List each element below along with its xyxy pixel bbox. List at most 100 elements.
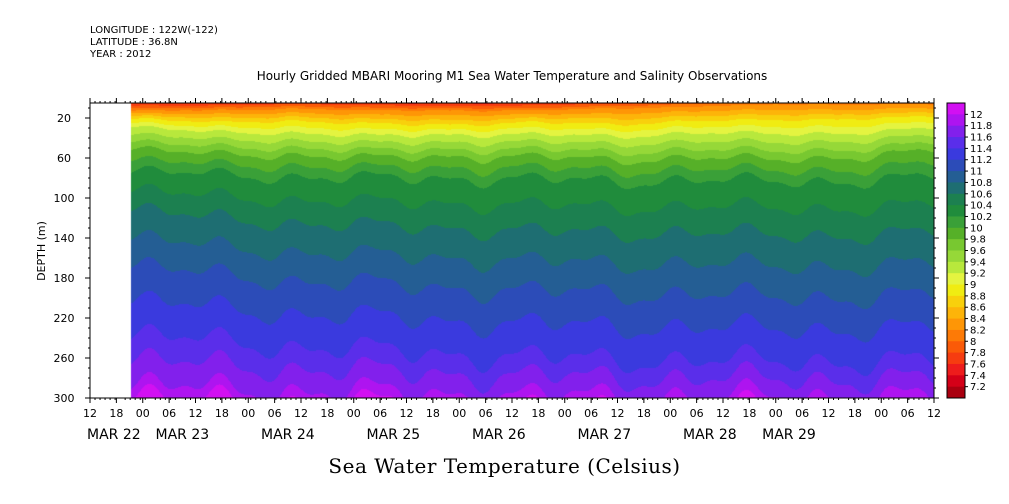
- colorbar-label: 10.4: [970, 201, 992, 212]
- y-tick-label: 20: [57, 112, 71, 125]
- colorbar-swatch: [947, 193, 965, 206]
- x-hour-label: 06: [690, 407, 704, 420]
- x-hour-label: 00: [874, 407, 888, 420]
- colorbar-label: 12: [970, 110, 983, 121]
- colorbar-swatch: [947, 227, 965, 240]
- colorbar-swatch: [947, 171, 965, 183]
- x-date-label: MAR 28: [683, 427, 737, 443]
- colorbar-swatch: [947, 363, 965, 376]
- plot-axes: 20 60 100 140 180 220 260 300 12 18 00 06 12 18 00 06 12…: [54, 98, 941, 443]
- y-tick-label: 140: [54, 232, 75, 245]
- colorbar-label: 7.6: [970, 359, 986, 370]
- x-hour-label: 06: [268, 407, 282, 420]
- x-hour-label: 00: [663, 407, 677, 420]
- x-hour-label: 06: [584, 407, 598, 420]
- colorbar-swatch: [947, 103, 965, 115]
- colorbar-label: 9.2: [970, 269, 986, 280]
- colorbar-swatch: [947, 137, 965, 149]
- colorbar-label: 11.8: [970, 121, 992, 132]
- colorbar-swatch: [947, 375, 965, 388]
- colorbar-label: 11.2: [970, 155, 992, 166]
- colorbar-label: 11.6: [970, 133, 992, 144]
- x-hour-label: 06: [373, 407, 387, 420]
- x-hour-label: 18: [426, 407, 440, 420]
- x-hour-label: 06: [162, 407, 176, 420]
- colorbar-label: 8.8: [970, 291, 986, 302]
- year-label: YEAR : 2012: [90, 49, 152, 60]
- longitude-label: LONGITUDE : 122W(-122): [90, 25, 218, 36]
- x-hour-label: 12: [294, 407, 308, 420]
- colorbar-swatch: [947, 205, 965, 217]
- colorbar-label: 7.2: [970, 382, 986, 393]
- x-date-label: MAR 23: [155, 427, 209, 443]
- x-hour-label: 00: [558, 407, 572, 420]
- y-tick-label: 100: [54, 192, 75, 205]
- colorbar-swatch: [947, 352, 965, 365]
- y-tick-label: 60: [57, 152, 71, 165]
- colorbar-swatch: [947, 284, 965, 297]
- colorbar-label: 9.6: [970, 246, 986, 257]
- colorbar-swatch: [947, 250, 965, 263]
- x-hour-label: 18: [109, 407, 123, 420]
- x-hour-label: 18: [215, 407, 229, 420]
- latitude-label: LATITUDE : 36.8N: [90, 37, 178, 48]
- colorbar-label: 10.8: [970, 178, 992, 189]
- x-hour-label: 12: [611, 407, 625, 420]
- colorbar-label: 10: [970, 223, 983, 234]
- chart-title: Hourly Gridded MBARI Mooring M1 Sea Wate…: [257, 69, 768, 83]
- colorbar-swatch: [947, 318, 965, 331]
- y-tick-label: 260: [54, 352, 75, 365]
- x-hour-label: 12: [716, 407, 730, 420]
- x-hour-label: 12: [189, 407, 203, 420]
- colorbar-swatch: [947, 239, 965, 251]
- x-hour-label: 00: [452, 407, 466, 420]
- x-hour-label: 12: [83, 407, 97, 420]
- colorbar-label: 8: [970, 337, 976, 348]
- x-hour-label: 12: [505, 407, 519, 420]
- x-date-label: MAR 22: [87, 427, 141, 443]
- colorbar-swatch: [947, 329, 965, 342]
- x-hour-label: 12: [400, 407, 414, 420]
- x-hour-label: 06: [795, 407, 809, 420]
- colorbar: 1211.811.611.411.21110.810.610.410.2109.…: [946, 102, 992, 399]
- colorbar-label: 8.2: [970, 325, 986, 336]
- colorbar-swatch: [947, 307, 965, 320]
- colorbar-swatch: [947, 216, 965, 229]
- heatmap-plot: [90, 103, 934, 398]
- x-date-label: MAR 27: [577, 427, 631, 443]
- x-hour-label: 18: [637, 407, 651, 420]
- y-tick-label: 180: [54, 272, 75, 285]
- colorbar-label: 11: [970, 167, 983, 178]
- colorbar-label: 9: [970, 280, 976, 291]
- colorbar-swatch: [947, 148, 965, 161]
- x-hour-label: 06: [479, 407, 493, 420]
- x-hour-label: 00: [769, 407, 783, 420]
- x-hour-label: 18: [531, 407, 545, 420]
- x-date-label: MAR 29: [762, 427, 816, 443]
- x-date-label: MAR 26: [472, 427, 526, 443]
- x-hour-label: 00: [136, 407, 150, 420]
- colorbar-label: 11.4: [970, 144, 992, 155]
- x-hour-label: 12: [927, 407, 941, 420]
- colorbar-label: 7.8: [970, 348, 986, 359]
- x-date-label: MAR 24: [261, 427, 315, 443]
- x-hour-label: 18: [320, 407, 334, 420]
- y-tick-label: 300: [54, 392, 75, 405]
- colorbar-swatch: [947, 159, 965, 172]
- x-hour-label: 00: [241, 407, 255, 420]
- colorbar-swatch: [947, 295, 965, 308]
- colorbar-label: 8.6: [970, 303, 986, 314]
- colorbar-swatch: [947, 386, 965, 399]
- colorbar-swatch: [947, 125, 965, 138]
- colorbar-label: 10.2: [970, 212, 992, 223]
- colorbar-swatch: [947, 261, 965, 274]
- colorbar-swatch: [947, 114, 965, 127]
- colorbar-label: 8.4: [970, 314, 986, 325]
- colorbar-label: 9.8: [970, 235, 986, 246]
- x-hour-label: 18: [848, 407, 862, 420]
- colorbar-label: 7.4: [970, 371, 986, 382]
- x-date-label: MAR 25: [366, 427, 420, 443]
- temperature-field: [90, 103, 934, 398]
- colorbar-swatch: [947, 182, 965, 195]
